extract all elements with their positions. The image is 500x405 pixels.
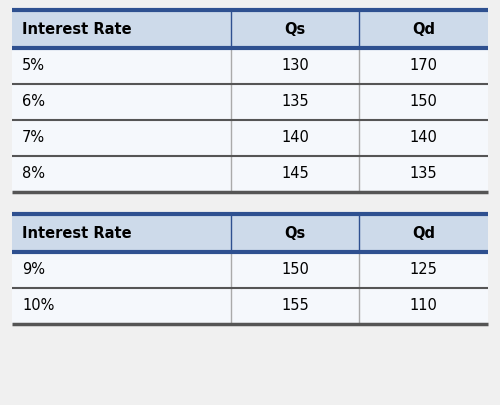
Bar [12, 120, 488, 156]
Text: 5%: 5% [22, 58, 45, 73]
Text: Qs: Qs [284, 21, 306, 36]
Text: 150: 150 [282, 262, 309, 277]
Text: 135: 135 [410, 166, 438, 181]
Text: 155: 155 [282, 298, 309, 313]
Text: 10%: 10% [22, 298, 54, 313]
Text: 140: 140 [410, 130, 438, 145]
Text: 125: 125 [410, 262, 438, 277]
Bar [12, 84, 488, 120]
Bar [12, 48, 488, 84]
Text: 9%: 9% [22, 262, 45, 277]
Bar [12, 156, 488, 192]
Bar [12, 214, 488, 252]
Text: Qd: Qd [412, 226, 435, 241]
Bar [12, 288, 488, 324]
Text: 7%: 7% [22, 130, 45, 145]
Text: Interest Rate: Interest Rate [22, 226, 132, 241]
Text: Interest Rate: Interest Rate [22, 21, 132, 36]
Text: 140: 140 [282, 130, 309, 145]
Bar [12, 252, 488, 288]
Text: 8%: 8% [22, 166, 45, 181]
Text: 130: 130 [282, 58, 309, 73]
Bar [12, 10, 488, 48]
Text: Qs: Qs [284, 226, 306, 241]
Text: 135: 135 [282, 94, 309, 109]
Text: Qd: Qd [412, 21, 435, 36]
Text: 150: 150 [410, 94, 438, 109]
Text: 110: 110 [410, 298, 438, 313]
Text: 6%: 6% [22, 94, 45, 109]
Text: 170: 170 [410, 58, 438, 73]
Text: 145: 145 [282, 166, 309, 181]
